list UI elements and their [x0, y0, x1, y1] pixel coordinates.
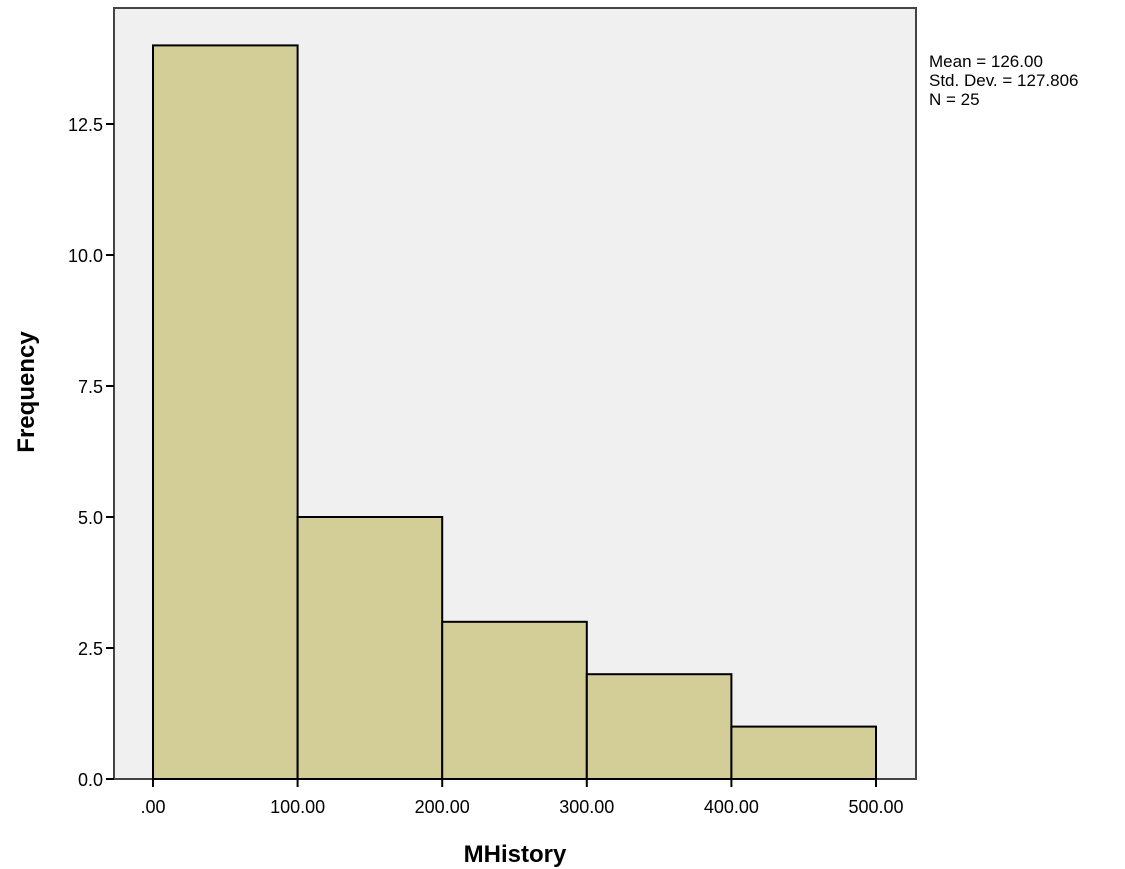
y-tick-label: 7.5 — [78, 377, 103, 397]
histogram-bar-1 — [152, 44, 299, 780]
y-tick-label: 2.5 — [78, 639, 103, 659]
x-tick-label: 400.00 — [704, 797, 759, 817]
y-tick-label: 12.5 — [68, 115, 103, 135]
x-axis-title: MHistory — [464, 841, 567, 868]
stats-legend: Mean = 126.00 Std. Dev. = 127.806 N = 25 — [929, 52, 1078, 109]
x-tick-label: .00 — [140, 797, 165, 817]
x-tick-label: 300.00 — [559, 797, 614, 817]
x-tick-label: 200.00 — [415, 797, 470, 817]
histogram-bar-2 — [296, 516, 444, 780]
y-axis: 0.0 2.5 5.0 7.5 10.0 12.5 — [68, 115, 114, 790]
histogram-bar-4 — [585, 673, 733, 781]
y-tick-label: 10.0 — [68, 246, 103, 266]
x-tick-label: 500.00 — [848, 797, 903, 817]
bars-group — [152, 44, 878, 781]
y-axis-title: Frequency — [13, 331, 40, 453]
y-tick-label: 0.0 — [78, 770, 103, 790]
histogram-bar-5 — [730, 725, 878, 780]
x-axis: .00 100.00 200.00 300.00 400.00 500.00 — [140, 779, 904, 817]
stats-mean: Mean = 126.00 — [929, 52, 1043, 71]
stats-std-dev: Std. Dev. = 127.806 — [929, 71, 1078, 90]
stats-n: N = 25 — [929, 90, 980, 109]
x-tick-label: 100.00 — [270, 797, 325, 817]
histogram-bar-3 — [441, 620, 588, 780]
y-tick-label: 5.0 — [78, 508, 103, 528]
